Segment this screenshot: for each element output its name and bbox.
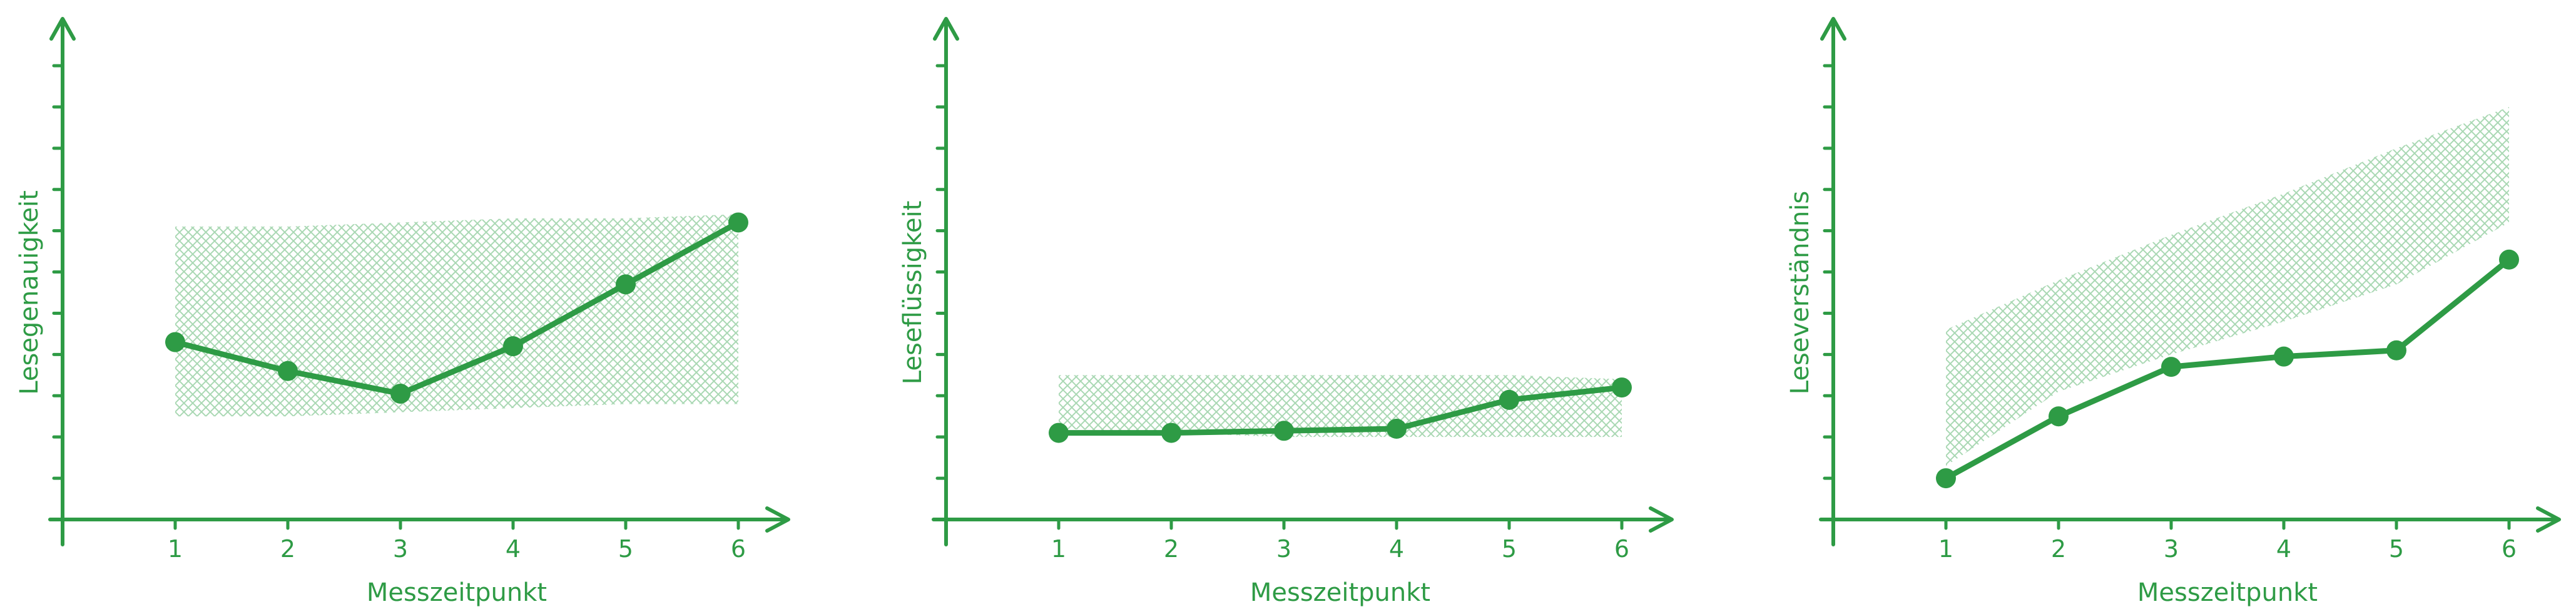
x-tick-label: 4 (506, 535, 521, 563)
data-point (2274, 346, 2294, 367)
y-axis (1820, 17, 1846, 546)
data-point (2049, 406, 2069, 427)
data-point (390, 383, 410, 404)
x-tick-label: 1 (168, 535, 183, 563)
data-point (503, 336, 523, 357)
y-axis-label: Leseverständnis (1786, 191, 1815, 394)
x-tick-label: 5 (618, 535, 633, 563)
x-axis-label: Messzeitpunkt (367, 578, 547, 607)
data-point (728, 212, 748, 233)
x-tick-label: 2 (2051, 535, 2066, 563)
data-point (1274, 421, 1294, 441)
x-axis (48, 506, 790, 533)
data-point (1161, 422, 1181, 443)
x-tick-label: 3 (1276, 535, 1291, 563)
data-point (1936, 468, 1956, 489)
x-tick-label: 4 (1389, 535, 1404, 563)
range-band (1059, 375, 1622, 437)
data-point (1049, 422, 1069, 443)
data-point (2161, 357, 2181, 377)
data-point (2386, 340, 2406, 361)
data-point (1499, 389, 1519, 410)
x-tick-label: 4 (2276, 535, 2291, 563)
series-line (172, 219, 741, 397)
chart-svg: 1 2 3 4 5 6 Messzeitpunkt Leseverständnis (1786, 17, 2561, 607)
data-point (278, 361, 298, 381)
chart-lesegenauigkeit: 1 2 3 4 5 6 Messzeitpunkt Lesegenauigkeit (0, 0, 858, 614)
data-point (2499, 249, 2519, 270)
x-tick-label: 2 (1164, 535, 1179, 563)
data-point (616, 274, 636, 295)
x-tick-label: 3 (2164, 535, 2179, 563)
x-tick-label: 5 (2389, 535, 2404, 563)
data-point (1612, 377, 1632, 398)
x-tick-label: 3 (393, 535, 408, 563)
y-axis-label: Leseflüssigkeit (899, 201, 927, 385)
x-axis (1819, 506, 2561, 533)
range-band (1946, 106, 2509, 466)
x-axis (932, 506, 1674, 533)
x-axis-label: Messzeitpunkt (2137, 578, 2318, 607)
x-tick-label: 6 (2502, 535, 2517, 563)
chart-svg: 1 2 3 4 5 6 Messzeitpunkt Lesegenauigkeit (15, 17, 790, 607)
series-line (1943, 257, 2512, 481)
chart-leseverstaendnis: 1 2 3 4 5 6 Messzeitpunkt Leseverständnis (1771, 0, 2576, 614)
x-tick-label: 6 (1614, 535, 1629, 563)
x-axis-label: Messzeitpunkt (1250, 578, 1430, 607)
range-band (175, 214, 738, 417)
x-tick-label: 1 (1051, 535, 1066, 563)
x-tick-label: 1 (1938, 535, 1953, 563)
data-point (1387, 419, 1407, 439)
chart-lesefluessigkeit: 1 2 3 4 5 6 Messzeitpunkt Leseflüssigkeit (883, 0, 1742, 614)
x-tick-label: 6 (731, 535, 746, 563)
y-axis (49, 17, 76, 546)
series-line (1056, 384, 1625, 436)
y-axis (933, 17, 959, 546)
y-axis-label: Lesegenauigkeit (15, 190, 44, 395)
x-tick-label: 5 (1502, 535, 1517, 563)
x-tick-label: 2 (280, 535, 295, 563)
chart-svg: 1 2 3 4 5 6 Messzeitpunkt Leseflüssigkeit (899, 17, 1674, 607)
data-point (165, 332, 185, 352)
